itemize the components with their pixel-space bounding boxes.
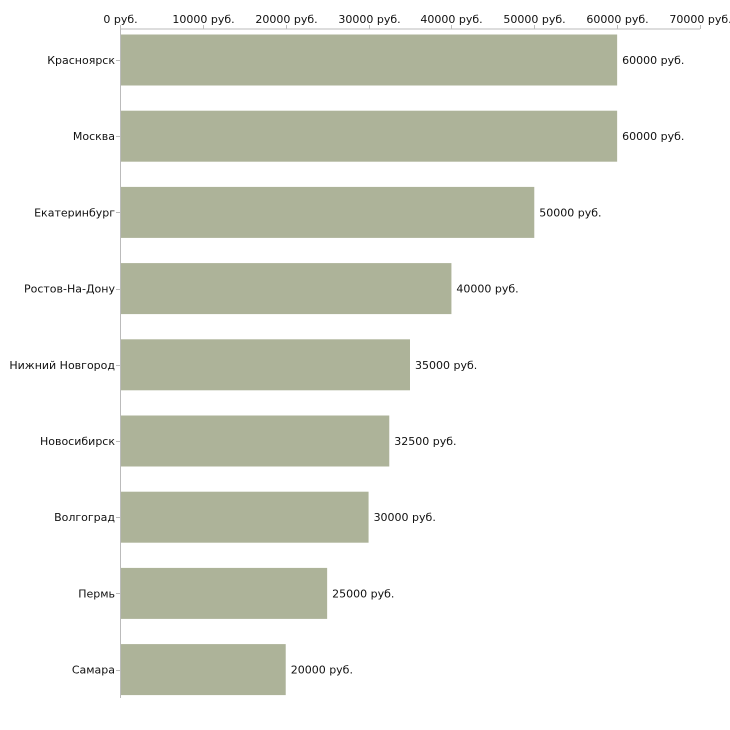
x-tick-label: 0 руб.	[103, 13, 137, 26]
x-tick-label: 50000 руб.	[503, 13, 565, 26]
x-tick-label: 20000 руб.	[255, 13, 317, 26]
bar	[121, 263, 452, 315]
value-label: 30000 руб.	[374, 511, 436, 524]
value-label: 32500 руб.	[394, 435, 456, 448]
x-tick-label: 60000 руб.	[586, 13, 648, 26]
bar	[121, 415, 390, 467]
category-label: Красноярск	[47, 54, 115, 67]
category-label: Волгоград	[54, 511, 115, 524]
value-label: 20000 руб.	[291, 664, 353, 677]
x-tick-label: 70000 руб.	[669, 13, 730, 26]
bar	[121, 567, 328, 619]
bar	[121, 186, 535, 238]
value-labels: 60000 руб. 60000 руб. 50000 руб. 40000 руб.…	[291, 54, 685, 677]
bars	[121, 34, 618, 696]
bar	[121, 34, 618, 86]
x-tick-label: 10000 руб.	[172, 13, 234, 26]
category-label: Екатеринбург	[34, 206, 115, 219]
category-label: Самара	[72, 664, 115, 677]
x-tick-label: 30000 руб.	[338, 13, 400, 26]
value-label: 25000 руб.	[332, 587, 394, 600]
category-label: Пермь	[78, 587, 115, 600]
bar	[121, 339, 410, 391]
bar	[121, 110, 618, 162]
bar	[121, 491, 369, 543]
value-label: 35000 руб.	[415, 359, 477, 372]
category-label: Нижний Новгород	[9, 359, 115, 372]
category-labels: Красноярск Москва Екатеринбург Ростов-На-До…	[9, 54, 115, 677]
value-label: 50000 руб.	[539, 206, 601, 219]
x-tick-label: 40000 руб.	[420, 13, 482, 26]
category-label: Новосибирск	[40, 435, 115, 448]
value-label: 40000 руб.	[456, 283, 518, 296]
bar	[121, 644, 286, 696]
category-label: Москва	[73, 130, 115, 143]
value-label: 60000 руб.	[622, 130, 684, 143]
category-label: Ростов-На-Дону	[24, 283, 115, 296]
x-axis: 0 руб. 10000 руб. 20000 руб. 30000 руб. 4000…	[103, 13, 730, 30]
y-axis	[116, 29, 121, 698]
value-label: 60000 руб.	[622, 54, 684, 67]
